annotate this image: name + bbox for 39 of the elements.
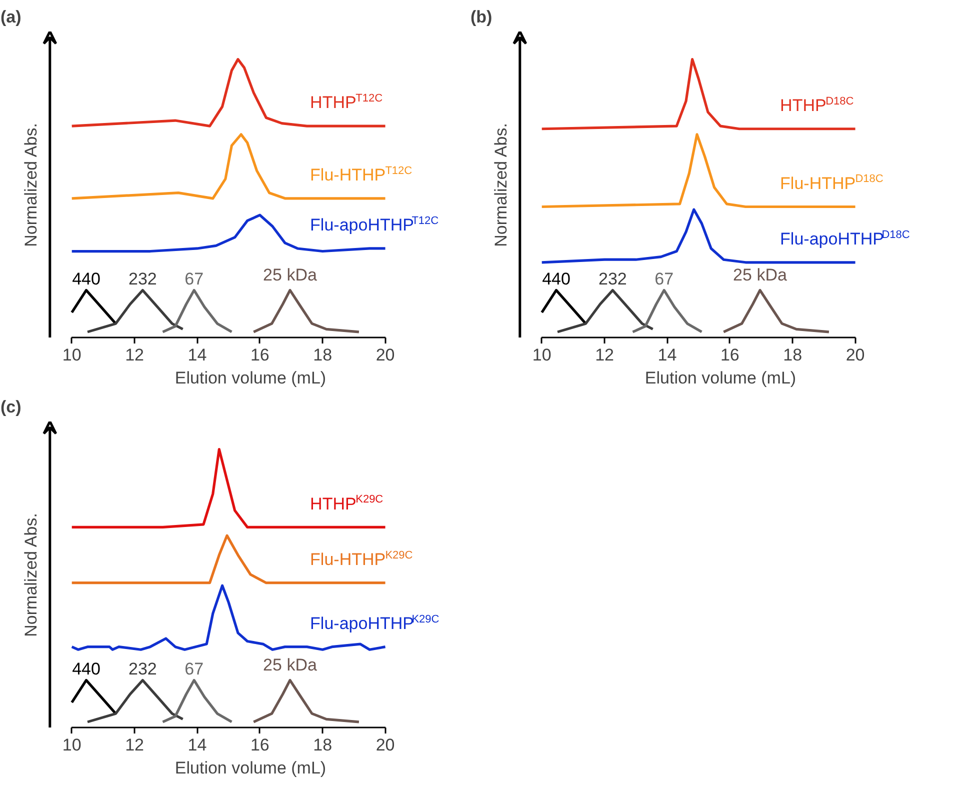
x-tick-label: 18 — [313, 736, 332, 754]
chart-title: (c) — [0, 398, 22, 416]
x-tick-label: 16 — [720, 346, 740, 364]
x-axis-title: Elution volume (mL) — [174, 758, 326, 778]
x-tick-label: 12 — [595, 346, 614, 364]
series-label: 67 — [184, 270, 204, 289]
y-axis-title: Normalized Abs. — [22, 513, 40, 637]
x-tick-label: 10 — [62, 736, 82, 754]
series-label: 25 kDa — [733, 266, 788, 285]
series-label: 440 — [542, 270, 570, 289]
x-tick-label: 16 — [250, 736, 270, 754]
x-tick-label: 12 — [125, 346, 144, 364]
series-label: 67 — [654, 270, 674, 289]
x-tick-label: 18 — [783, 346, 802, 364]
series-label: 25 kDa — [263, 656, 318, 675]
x-tick-label: 10 — [62, 346, 82, 364]
x-tick-label: 16 — [250, 346, 270, 364]
x-tick-label: 14 — [188, 346, 207, 364]
x-axis-title: Elution volume (mL) — [644, 368, 796, 388]
series-label: 67 — [184, 660, 204, 679]
x-tick-label: 14 — [188, 736, 207, 754]
series-label: 440 — [72, 270, 100, 289]
x-tick-label: 20 — [376, 346, 395, 364]
series-label: 232 — [128, 660, 157, 679]
x-axis-title: Elution volume (mL) — [174, 368, 326, 388]
series-label: 232 — [128, 270, 157, 289]
x-tick-label: 10 — [532, 346, 552, 364]
series-label: 25 kDa — [263, 266, 318, 285]
x-tick-label: 18 — [313, 346, 332, 364]
x-tick-label: 20 — [846, 346, 865, 364]
y-axis-title: Normalized Abs. — [492, 123, 510, 247]
x-tick-label: 20 — [376, 736, 395, 754]
series-label: 440 — [72, 660, 100, 679]
x-tick-label: 12 — [125, 736, 144, 754]
chart-title: (b) — [470, 8, 492, 26]
y-axis-title: Normalized Abs. — [22, 123, 40, 247]
chart-title: (a) — [0, 8, 22, 26]
series-label: 232 — [598, 270, 627, 289]
x-tick-label: 14 — [658, 346, 677, 364]
